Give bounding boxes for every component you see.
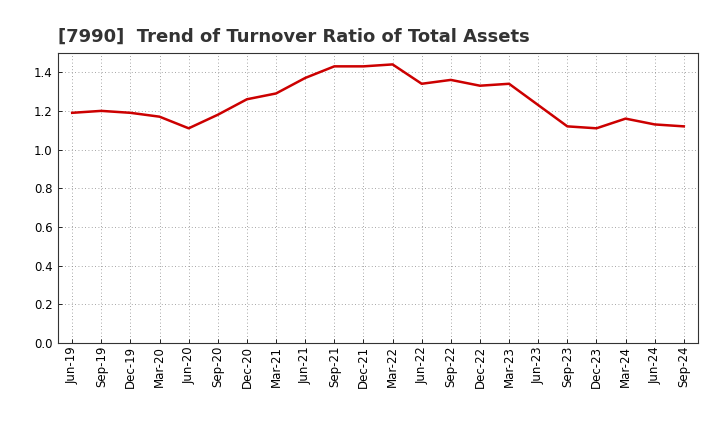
Text: [7990]  Trend of Turnover Ratio of Total Assets: [7990] Trend of Turnover Ratio of Total …: [58, 28, 529, 46]
